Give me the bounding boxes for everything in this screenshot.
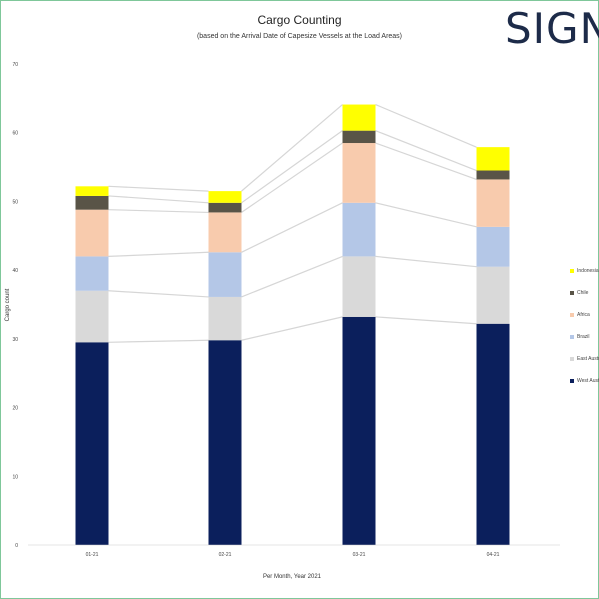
connector-line xyxy=(108,339,209,343)
x-tick-label: 01-21 xyxy=(86,552,99,558)
legend-item: Africa xyxy=(570,312,599,334)
bar-segment xyxy=(208,296,242,341)
connector-line xyxy=(241,142,343,213)
y-tick-label: 20 xyxy=(12,406,18,412)
bar-segment xyxy=(208,191,242,203)
y-tick-label: 10 xyxy=(12,474,18,480)
connector-line xyxy=(375,130,477,172)
y-axis-ticks: 0 10 20 30 40 50 60 70 xyxy=(12,62,18,549)
x-axis-ticks: 01-21 02-21 03-21 04-21 xyxy=(86,552,500,558)
bar-segment xyxy=(342,143,376,203)
bar-segment xyxy=(342,316,376,545)
bar-segment xyxy=(476,170,510,180)
connector-line xyxy=(375,202,477,228)
connector-line xyxy=(108,185,209,192)
connector-line xyxy=(375,142,477,181)
bar-segment xyxy=(342,130,376,144)
connector-line xyxy=(241,202,343,253)
bar-segment xyxy=(75,256,109,291)
y-tick-label: 30 xyxy=(12,337,18,343)
connector-line xyxy=(375,316,477,325)
x-tick-label: 02-21 xyxy=(219,552,232,558)
legend-swatch xyxy=(570,269,574,273)
legend-swatch xyxy=(570,335,574,339)
bar-segment xyxy=(75,209,109,257)
connector-line xyxy=(375,255,477,268)
bar-segment xyxy=(342,256,376,317)
legend-item: Brazil xyxy=(570,334,599,356)
y-tick-label: 50 xyxy=(12,199,18,205)
bar-segment xyxy=(208,212,242,253)
connector-line xyxy=(241,255,343,298)
bar-segment xyxy=(75,195,109,210)
bar-segment xyxy=(208,252,242,297)
legend-label: Indonesia xyxy=(577,268,599,274)
connector-line xyxy=(241,104,343,192)
brand-logo: SIGNAL xyxy=(505,4,599,53)
legend-label: West Australia xyxy=(577,378,599,384)
connector-lines xyxy=(108,103,477,343)
connector-line xyxy=(375,103,477,148)
x-axis-title: Per Month, Year 2021 xyxy=(263,574,322,580)
connector-line xyxy=(108,290,209,298)
y-tick-label: 0 xyxy=(15,543,18,549)
connector-line xyxy=(108,195,209,204)
connector-line xyxy=(108,209,209,214)
connector-line xyxy=(241,130,343,204)
y-axis-title: Cargo count xyxy=(5,288,11,321)
x-tick-label: 03-21 xyxy=(353,552,366,558)
legend-label: East Australia xyxy=(577,356,599,362)
legend-label: Brazil xyxy=(577,334,590,340)
connector-line xyxy=(108,251,209,257)
bar-segment xyxy=(476,226,510,267)
bar-segment xyxy=(476,266,510,324)
y-tick-label: 60 xyxy=(12,131,18,137)
y-tick-label: 40 xyxy=(12,268,18,274)
legend-item: Chile xyxy=(570,290,599,312)
legend-swatch xyxy=(570,379,574,383)
legend-swatch xyxy=(570,313,574,317)
bar-segment xyxy=(342,104,376,131)
legend-item: East Australia xyxy=(570,356,599,378)
bar-segment xyxy=(75,290,109,343)
bar-segment xyxy=(75,342,109,545)
bar-segment xyxy=(342,202,376,257)
chart-title: Cargo Counting xyxy=(257,13,342,27)
legend-swatch xyxy=(570,357,574,361)
legend-item: West Australia xyxy=(570,378,599,400)
legend-swatch xyxy=(570,291,574,295)
bar-segment xyxy=(476,323,510,545)
chart-subtitle: (based on the Arrival Date of Capesize V… xyxy=(196,33,403,40)
bar-segment xyxy=(476,147,510,171)
legend-item: Indonesia xyxy=(570,268,599,290)
bar-segment xyxy=(208,202,242,213)
x-tick-label: 04-21 xyxy=(487,552,500,558)
bar-segment xyxy=(208,340,242,545)
legend-label: Africa xyxy=(577,312,590,318)
y-tick-label: 70 xyxy=(12,62,18,68)
bars xyxy=(75,104,510,545)
connector-line xyxy=(241,316,343,341)
bar-segment xyxy=(476,179,510,227)
bar-segment xyxy=(75,186,109,196)
legend-label: Chile xyxy=(577,290,589,296)
legend: Indonesia Chile Africa Brazil East Australia… xyxy=(570,268,599,400)
